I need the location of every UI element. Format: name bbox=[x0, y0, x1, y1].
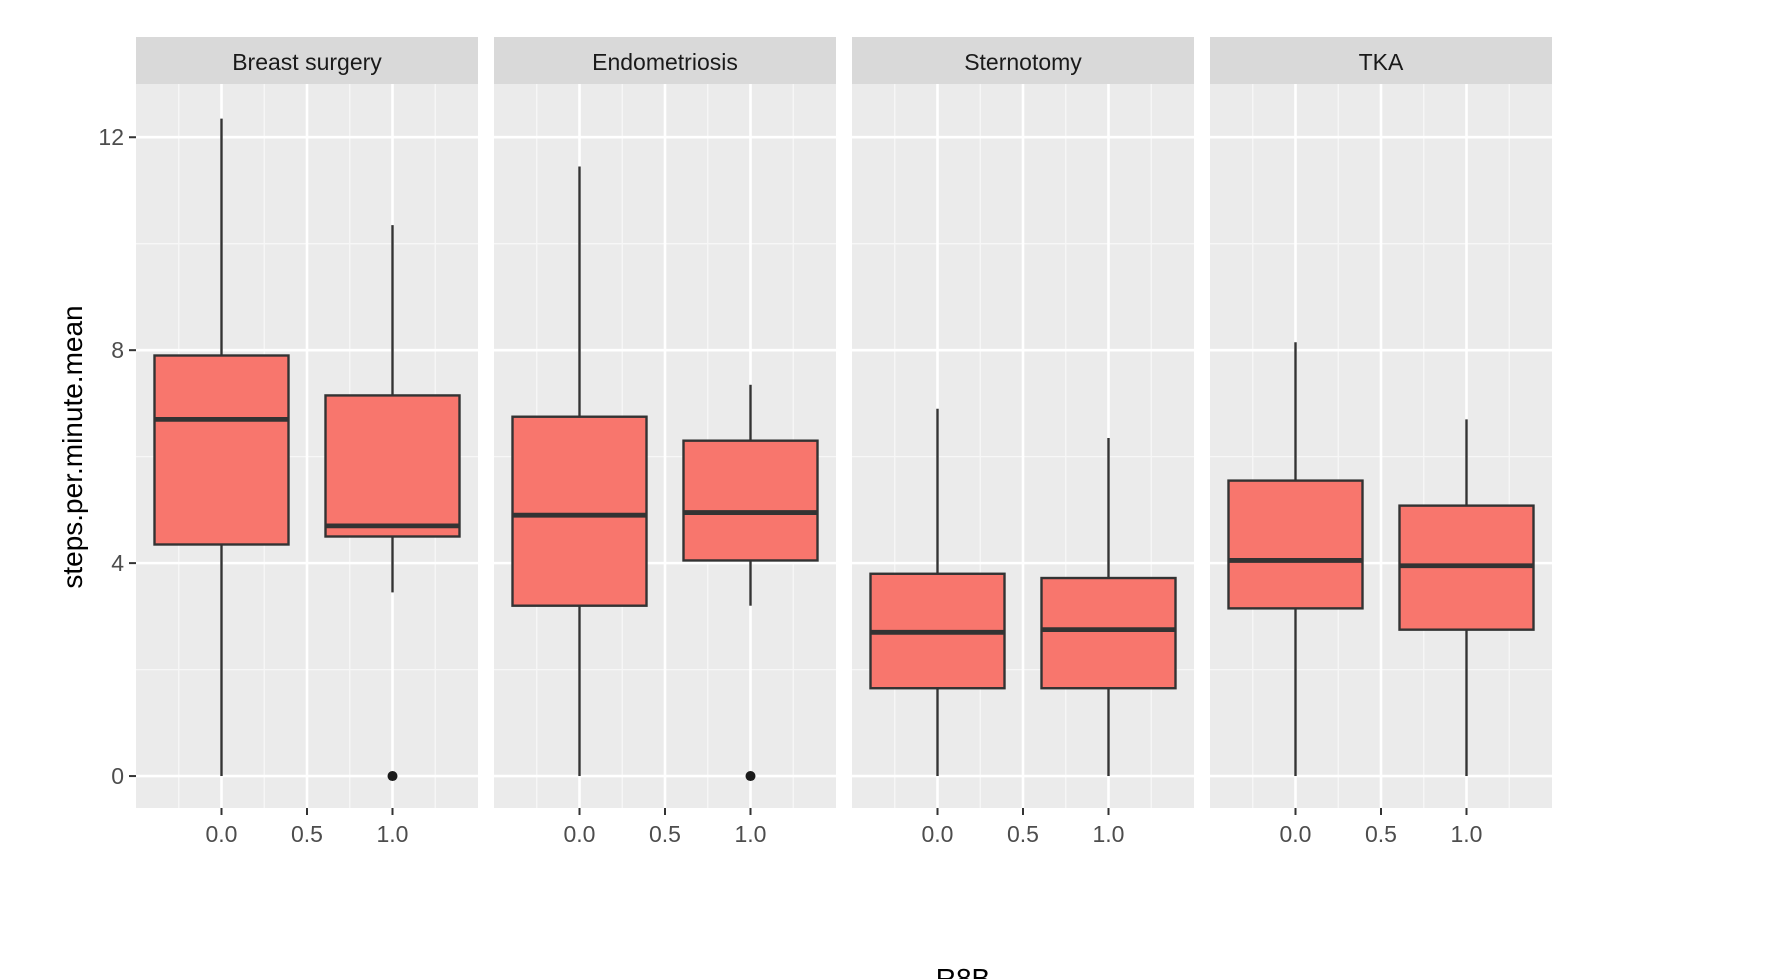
box-x-0.0 bbox=[511, 166, 648, 777]
x-tick-label: 0.0 bbox=[206, 821, 238, 847]
box-x-1.0 bbox=[682, 384, 819, 782]
facet-strip bbox=[852, 37, 1194, 84]
box-iqr bbox=[1040, 576, 1177, 690]
box-iqr bbox=[324, 394, 461, 538]
y-axis: 0 4 8 12 bbox=[98, 124, 136, 789]
x-tick-label: 0.0 bbox=[922, 821, 954, 847]
x-tick-label: 0.5 bbox=[649, 821, 681, 847]
facet-tka: TKA 0.0 0.5 1.0 bbox=[1210, 37, 1552, 847]
box-iqr bbox=[1227, 479, 1364, 610]
facet-strip-label: Sternotomy bbox=[964, 49, 1082, 75]
outlier-point bbox=[387, 771, 398, 782]
x-tick-label: 0.0 bbox=[1280, 821, 1312, 847]
y-tick-label: 4 bbox=[111, 550, 124, 576]
box-x-1.0 bbox=[324, 225, 461, 782]
box-x-0.0 bbox=[1227, 342, 1364, 777]
x-axis-title: R8B bbox=[936, 963, 990, 979]
x-tick-label: 1.0 bbox=[1451, 821, 1483, 847]
facet-endometriosis: Endometriosis 0.0 0.5 1.0 bbox=[494, 37, 836, 847]
facet-strip bbox=[136, 37, 478, 84]
box-iqr bbox=[682, 439, 819, 562]
box-iqr bbox=[511, 415, 648, 607]
x-tick-label: 0.5 bbox=[1007, 821, 1039, 847]
box-x-0.0 bbox=[153, 118, 290, 777]
x-tick-label: 0.5 bbox=[1365, 821, 1397, 847]
facet-strip-label: TKA bbox=[1359, 49, 1404, 75]
facet-sternotomy: Sternotomy 0.0 0.5 1.0 bbox=[852, 37, 1194, 847]
x-tick-label: 0.0 bbox=[564, 821, 596, 847]
box-x-1.0 bbox=[1040, 438, 1177, 777]
y-tick-label: 12 bbox=[98, 124, 124, 150]
y-tick-label: 8 bbox=[111, 337, 124, 363]
x-tick-label: 0.5 bbox=[291, 821, 323, 847]
facet-strip bbox=[494, 37, 836, 84]
x-tick-label: 1.0 bbox=[377, 821, 409, 847]
x-tick-label: 1.0 bbox=[1093, 821, 1125, 847]
facet-breast-surgery: Breast surgery 0.0 0.5 1.0 bbox=[136, 37, 478, 847]
outlier-point bbox=[745, 771, 756, 782]
facet-strip-label: Breast surgery bbox=[232, 49, 382, 75]
box-iqr bbox=[153, 354, 290, 546]
box-x-1.0 bbox=[1398, 419, 1535, 777]
facet-strip-label: Endometriosis bbox=[592, 49, 738, 75]
y-tick-label: 0 bbox=[111, 763, 124, 789]
facet-strip bbox=[1210, 37, 1552, 84]
x-tick-label: 1.0 bbox=[735, 821, 767, 847]
y-axis-title: steps.per.minute.mean bbox=[57, 305, 88, 588]
facet-panels: Breast surgery 0.0 0.5 1.0 Endometriosis 0.0 0… bbox=[136, 37, 1552, 847]
box-x-0.0 bbox=[869, 408, 1006, 777]
